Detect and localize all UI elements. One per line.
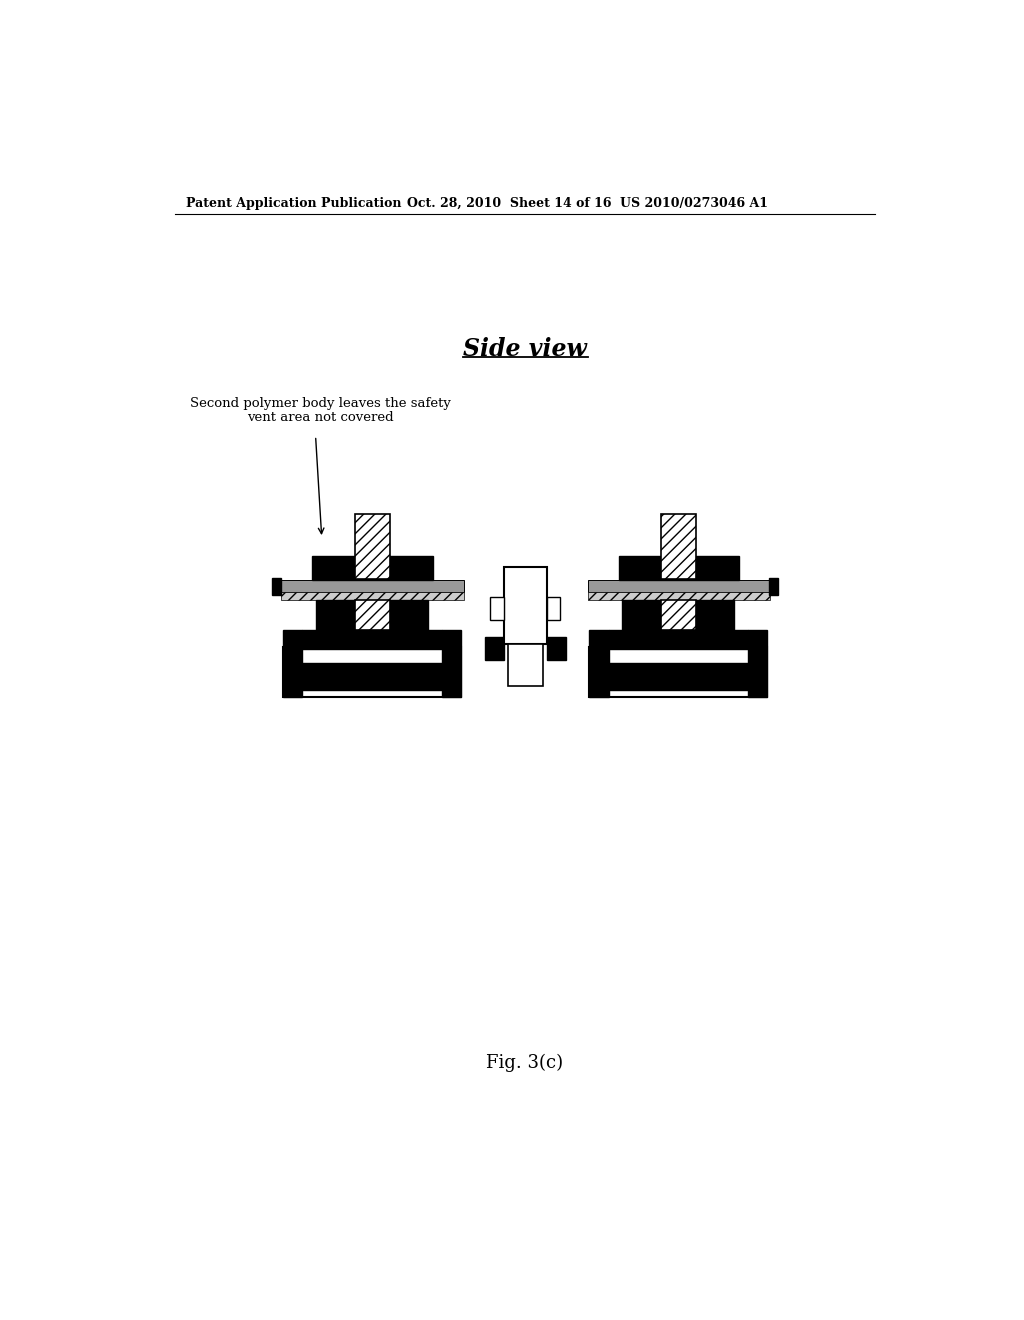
Text: Oct. 28, 2010  Sheet 14 of 16: Oct. 28, 2010 Sheet 14 of 16 bbox=[407, 197, 611, 210]
Bar bbox=[662, 601, 696, 631]
Bar bbox=[608, 631, 748, 649]
Bar bbox=[283, 647, 461, 697]
Bar bbox=[695, 601, 734, 631]
Bar bbox=[282, 581, 464, 591]
Bar bbox=[589, 647, 767, 697]
Bar bbox=[547, 597, 560, 620]
Bar bbox=[588, 581, 770, 591]
Bar bbox=[508, 644, 543, 686]
Bar bbox=[295, 663, 450, 689]
Bar bbox=[588, 591, 770, 601]
Bar bbox=[618, 556, 738, 581]
Bar bbox=[272, 578, 282, 595]
Text: Fig. 3(c): Fig. 3(c) bbox=[486, 1055, 563, 1072]
Text: US 2010/0273046 A1: US 2010/0273046 A1 bbox=[621, 197, 768, 210]
Bar bbox=[489, 597, 504, 620]
Bar bbox=[589, 631, 608, 697]
Bar bbox=[355, 601, 390, 631]
Bar bbox=[316, 601, 355, 631]
Bar bbox=[769, 578, 778, 595]
Bar bbox=[302, 631, 442, 649]
Bar bbox=[623, 601, 662, 631]
Text: Second polymer body leaves the safety: Second polymer body leaves the safety bbox=[189, 397, 451, 411]
Bar bbox=[601, 663, 756, 689]
Bar bbox=[484, 638, 504, 660]
Bar bbox=[748, 631, 767, 697]
Bar bbox=[282, 591, 464, 601]
Bar bbox=[504, 566, 547, 644]
Text: Side view: Side view bbox=[463, 338, 587, 362]
Bar bbox=[547, 638, 566, 660]
Text: Patent Application Publication: Patent Application Publication bbox=[186, 197, 401, 210]
Bar bbox=[312, 556, 432, 581]
Bar bbox=[662, 515, 696, 578]
Bar bbox=[389, 601, 428, 631]
Bar bbox=[283, 631, 302, 697]
Bar bbox=[355, 515, 390, 578]
Text: vent area not covered: vent area not covered bbox=[247, 411, 393, 424]
Bar bbox=[442, 631, 461, 697]
